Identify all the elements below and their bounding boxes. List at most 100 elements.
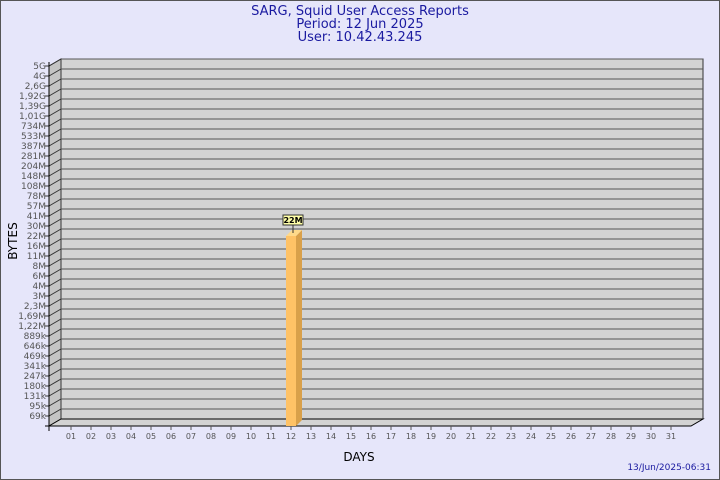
x-tick-label: 21 xyxy=(466,432,476,441)
chart-title: SARG, Squid User Access Reports xyxy=(251,4,469,19)
gridline-side xyxy=(48,368,62,377)
y-tick-label: 5G xyxy=(33,62,46,72)
y-tick-label: 1,92G xyxy=(19,92,46,102)
gridline-side xyxy=(48,308,62,317)
gridline-side xyxy=(48,238,62,247)
x-tick-label: 08 xyxy=(206,432,216,441)
y-tick-label: 247k xyxy=(24,372,47,382)
y-tick-label: 4G xyxy=(33,72,46,82)
bar-top xyxy=(286,230,302,236)
gridline-side xyxy=(48,168,62,177)
x-tick-label: 06 xyxy=(166,432,176,441)
y-tick-label: 204M xyxy=(21,162,46,172)
x-tick-label: 12 xyxy=(286,432,296,441)
y-axis-label: BYTES xyxy=(6,222,20,259)
gridline-side xyxy=(48,198,62,207)
x-tick-label: 30 xyxy=(646,432,656,441)
gridline-side xyxy=(48,278,62,287)
x-tick-label: 27 xyxy=(586,432,596,441)
y-tick-label: 341k xyxy=(24,362,47,372)
x-tick-label: 18 xyxy=(406,432,416,441)
y-tick-label: 889k xyxy=(24,332,47,342)
gridline-side xyxy=(48,398,62,407)
y-tick-label: 3M xyxy=(33,292,47,302)
chart-user: User: 10.42.43.245 xyxy=(297,30,423,45)
x-tick-label: 22 xyxy=(486,432,496,441)
y-tick-label: 387M xyxy=(21,142,46,152)
y-tick-label: 22M xyxy=(27,232,46,242)
x-tick-label: 17 xyxy=(386,432,396,441)
y-tick-label: 95k xyxy=(29,402,46,412)
gridline-side xyxy=(48,108,62,117)
x-tick-label: 05 xyxy=(146,432,156,441)
x-tick-label: 25 xyxy=(546,432,556,441)
y-tick-label: 533M xyxy=(21,132,46,142)
gridline-side xyxy=(48,88,62,97)
gridline-side xyxy=(48,318,62,327)
x-tick-label: 03 xyxy=(106,432,116,441)
x-tick-label: 16 xyxy=(366,432,376,441)
y-tick-label: 78M xyxy=(27,192,46,202)
y-tick-label: 1,39G xyxy=(19,102,46,112)
x-tick-label: 15 xyxy=(346,432,356,441)
x-tick-label: 11 xyxy=(266,432,276,441)
y-tick-label: 69k xyxy=(29,412,46,422)
y-tick-label: 4M xyxy=(33,282,47,292)
gridline-side xyxy=(48,118,62,127)
y-tick-label: 2,3M xyxy=(24,302,46,312)
gridline-side xyxy=(48,158,62,167)
gridline-side xyxy=(48,178,62,187)
y-tick-label: 2,6G xyxy=(25,82,46,92)
x-tick-label: 29 xyxy=(626,432,636,441)
y-tick-label: 469k xyxy=(24,352,47,362)
y-tick-label: 108M xyxy=(21,182,46,192)
x-tick-label: 24 xyxy=(526,432,536,441)
gridline-side xyxy=(48,298,62,307)
gridline-side xyxy=(48,248,62,257)
bar-label-box xyxy=(282,214,304,226)
gridline-side xyxy=(48,128,62,137)
x-tick-label: 02 xyxy=(86,432,96,441)
chart-period: Period: 12 Jun 2025 xyxy=(296,17,424,32)
gridline-side xyxy=(48,388,62,397)
x-tick-label: 04 xyxy=(126,432,136,441)
y-tick-label: 11M xyxy=(27,252,46,262)
y-tick-label: 646k xyxy=(24,342,47,352)
y-tick-label: 281M xyxy=(21,152,46,162)
x-tick-label: 09 xyxy=(226,432,236,441)
y-tick-label: 41M xyxy=(27,212,46,222)
x-tick-label: 13 xyxy=(306,432,316,441)
y-tick-label: 734M xyxy=(21,122,46,132)
x-tick-label: 23 xyxy=(506,432,516,441)
gridline-side xyxy=(48,58,62,67)
y-tick-label: 1,01G xyxy=(19,112,46,122)
gridline-side xyxy=(48,228,62,237)
y-tick-label: 1,22M xyxy=(18,322,46,332)
y-tick-label: 131k xyxy=(24,392,47,402)
bar-day-12 xyxy=(286,236,296,426)
x-tick-label: 28 xyxy=(606,432,616,441)
x-tick-label: 20 xyxy=(446,432,456,441)
y-tick-label: 1,69M xyxy=(18,312,46,322)
x-tick-label: 10 xyxy=(246,432,256,441)
gridline-side xyxy=(48,328,62,337)
gridline-side xyxy=(48,148,62,157)
report-timestamp: 13/Jun/2025-06:31 xyxy=(627,463,711,473)
y-tick-label: 148M xyxy=(21,172,46,182)
gridline-side xyxy=(48,138,62,147)
gridline-side xyxy=(48,408,62,417)
gridline-side xyxy=(48,378,62,387)
gridline-side xyxy=(48,268,62,277)
x-tick-label: 01 xyxy=(66,432,76,441)
gridline-side xyxy=(48,348,62,357)
gridline-side xyxy=(48,188,62,197)
x-tick-label: 31 xyxy=(666,432,676,441)
y-tick-label: 8M xyxy=(33,262,47,272)
y-tick-label: 6M xyxy=(33,272,47,282)
gridline-side xyxy=(48,98,62,107)
y-tick-label: 30M xyxy=(27,222,46,232)
gridline-side xyxy=(48,218,62,227)
x-tick-label: 07 xyxy=(186,432,196,441)
